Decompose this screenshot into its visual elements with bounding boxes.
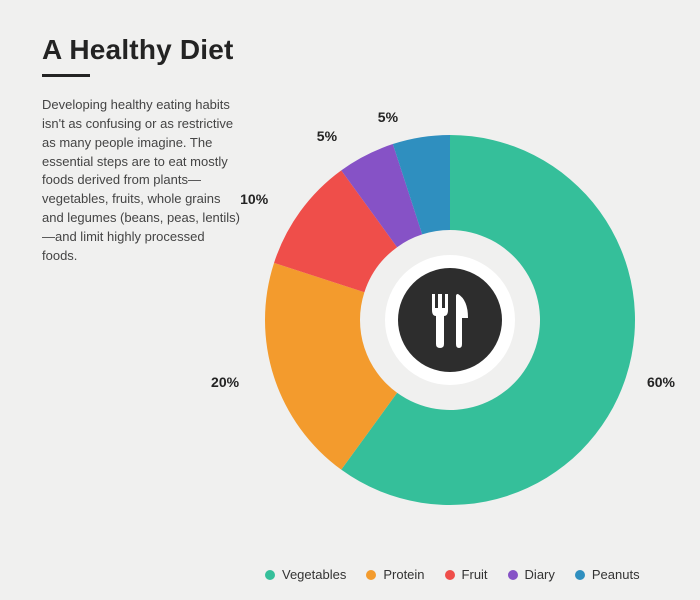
donut-chart: 60%20%10%5%5% (240, 110, 660, 530)
description-text: Developing healthy eating habits isn't a… (42, 96, 242, 266)
legend-label: Peanuts (592, 567, 640, 582)
slice-label-vegetables: 60% (647, 374, 675, 390)
legend-item-peanuts: Peanuts (575, 567, 640, 582)
chart-legend: Vegetables Protein Fruit Diary Peanuts (265, 567, 640, 582)
legend-item-diary: Diary (508, 567, 555, 582)
page-title: A Healthy Diet (42, 34, 234, 66)
legend-label: Fruit (462, 567, 488, 582)
legend-label: Diary (525, 567, 555, 582)
legend-swatch (445, 570, 455, 580)
legend-item-vegetables: Vegetables (265, 567, 346, 582)
title-underline (42, 74, 90, 77)
legend-swatch (508, 570, 518, 580)
slice-label-protein: 20% (211, 374, 239, 390)
legend-swatch (575, 570, 585, 580)
legend-item-protein: Protein (366, 567, 424, 582)
slice-label-fruit: 10% (240, 191, 268, 207)
legend-label: Vegetables (282, 567, 346, 582)
legend-item-fruit: Fruit (445, 567, 488, 582)
donut-hub (398, 268, 502, 372)
slice-label-diary: 5% (317, 128, 337, 144)
legend-label: Protein (383, 567, 424, 582)
slice-label-peanuts: 5% (378, 109, 398, 125)
legend-swatch (265, 570, 275, 580)
legend-swatch (366, 570, 376, 580)
